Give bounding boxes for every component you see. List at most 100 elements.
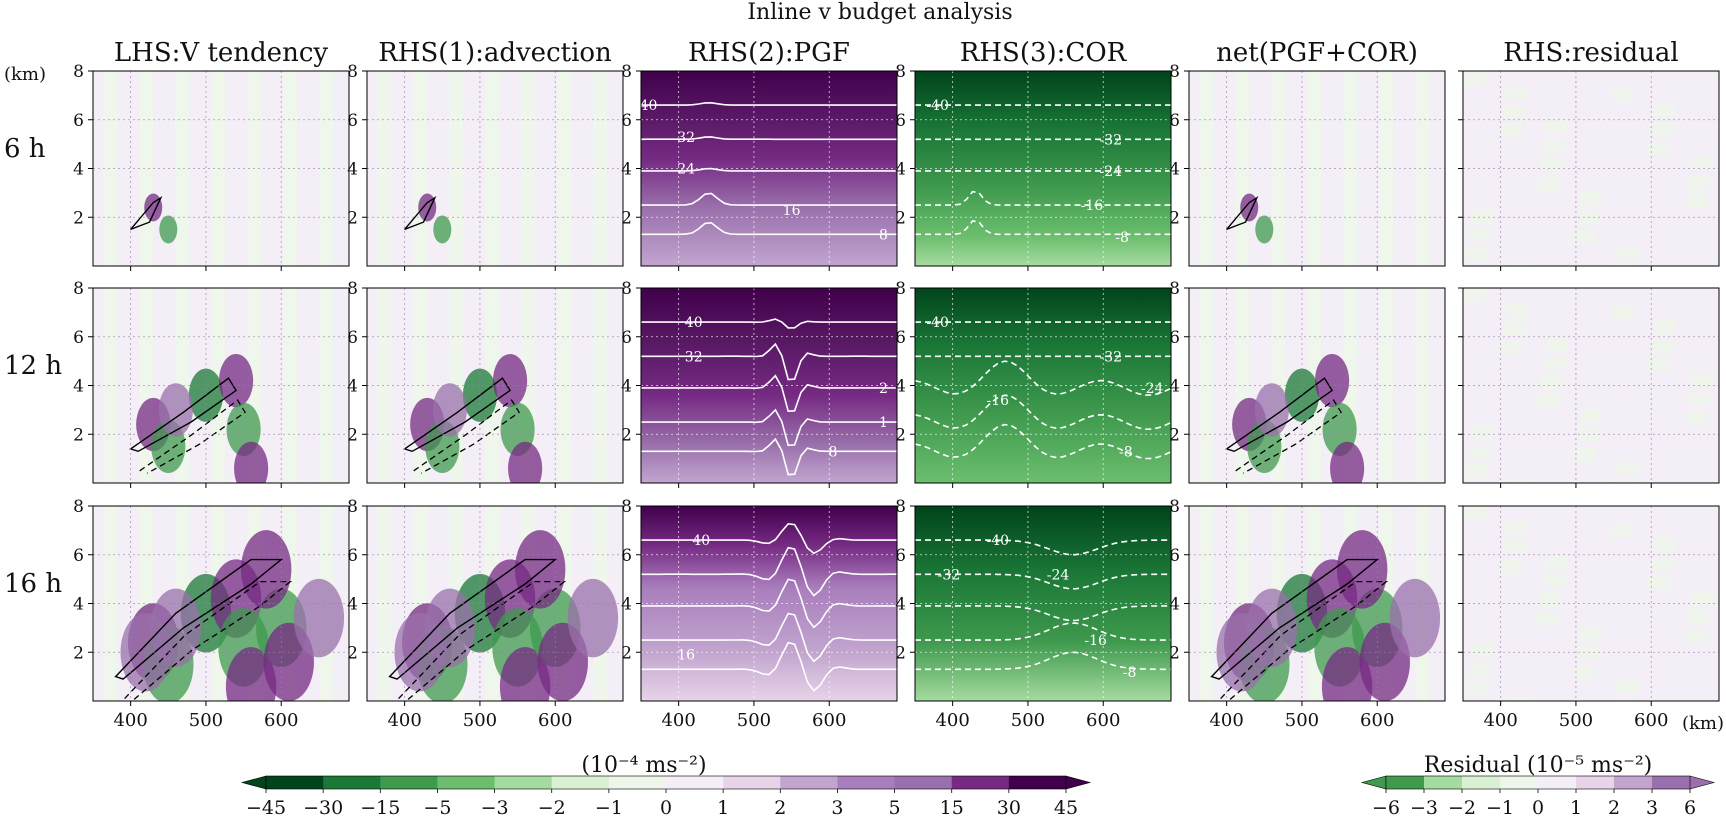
contour-label: 24 <box>677 162 695 178</box>
colorbar-swatch <box>437 776 496 789</box>
residual-patch <box>1648 358 1670 372</box>
panel-field <box>641 506 897 701</box>
residual-patch <box>1574 447 1596 461</box>
column-title: net(PGF+COR) <box>1216 38 1418 68</box>
colorbar-tick-label: 6 <box>1684 797 1696 819</box>
contour-label: 32 <box>685 349 703 365</box>
residual-patch <box>1537 394 1559 408</box>
contour-label: -16 <box>1081 198 1104 214</box>
panel-field <box>641 71 897 266</box>
residual-patch <box>1688 175 1710 189</box>
field-stripe <box>593 288 607 483</box>
y-tick-label: 8 <box>73 279 84 299</box>
anomaly-blob <box>432 383 467 437</box>
y-tick-label: 4 <box>1169 160 1180 180</box>
residual-patch <box>1540 593 1562 607</box>
panel: 8 6 4 2 <box>73 62 350 271</box>
colorbar-swatch <box>1386 776 1425 789</box>
residual-patch <box>1509 262 1531 266</box>
contour-label: 32 <box>677 130 695 146</box>
dashed-contour <box>1220 580 1389 701</box>
x-tick-label: 400 <box>661 710 695 731</box>
anomaly-blob <box>158 383 193 437</box>
y-tick-label: 2 <box>1169 643 1180 663</box>
y-tick-label: 2 <box>347 643 358 663</box>
colorbar-tick-label: −1 <box>1486 797 1514 819</box>
y-tick-label: 2 <box>73 643 84 663</box>
x-tick-label: 500 <box>737 710 771 731</box>
dashed-contour <box>124 580 293 701</box>
contour-label: -40 <box>926 315 949 331</box>
y-tick-label: 2 <box>895 208 906 228</box>
pgf-contour <box>641 374 897 413</box>
residual-patch <box>1503 105 1525 119</box>
colorbar-swatch <box>666 776 724 789</box>
colorbar-tick-label: 2 <box>774 797 786 819</box>
y-tick-label: 6 <box>1169 546 1180 566</box>
residual-patch <box>1580 627 1602 641</box>
y-tick-label: 6 <box>73 328 84 348</box>
field-stripe <box>139 288 153 483</box>
colorbar-tick-label: 15 <box>940 797 964 819</box>
anomaly-blob <box>1330 441 1365 483</box>
solid-contour <box>404 195 437 231</box>
residual-patch <box>1463 71 1485 85</box>
anomaly-blob <box>514 530 566 609</box>
field-stripe <box>1271 71 1285 266</box>
y-tick-label: 4 <box>895 377 906 397</box>
pgf-contour <box>641 192 897 206</box>
colorbar: −6 −3 −2 −1 0 1 2 3 6 Residual (10⁻⁵ ms⁻²) <box>1360 753 1716 819</box>
column-title: LHS:V tendency <box>114 38 328 68</box>
colorbar-swatch <box>1576 776 1615 789</box>
cor-contour <box>915 622 1171 641</box>
cor-contour <box>915 220 1171 236</box>
y-tick-label: 2 <box>1169 208 1180 228</box>
contour-label: 8 <box>879 227 888 243</box>
residual-patch <box>1651 557 1673 571</box>
anomaly-blob <box>1389 578 1441 658</box>
residual-patch <box>1654 103 1676 117</box>
colorbar-swatch <box>837 776 896 789</box>
solid-contour <box>403 377 512 453</box>
x-tick-label: 600 <box>812 710 846 731</box>
field-stripe <box>413 71 427 266</box>
pgf-contour <box>641 578 897 629</box>
colorbar-label: (10⁻⁴ ms⁻²) <box>581 753 706 778</box>
residual-patch <box>1577 428 1599 442</box>
residual-patch <box>1614 481 1636 483</box>
residual-patch <box>1685 629 1707 643</box>
field-stripe <box>413 288 427 483</box>
panel-field <box>1463 506 1719 701</box>
y-tick-label: 2 <box>621 643 632 663</box>
residual-patch <box>1537 612 1559 626</box>
residual-patch <box>1611 523 1633 537</box>
y-tick-label: 8 <box>1169 62 1180 82</box>
residual-patch <box>1651 339 1673 353</box>
y-tick-label: 4 <box>73 377 84 397</box>
anomaly-blob <box>159 215 178 244</box>
panel-field <box>915 506 1171 701</box>
colorbar-tick-label: −3 <box>481 797 509 819</box>
pgf-contour <box>641 408 897 447</box>
colorbar-tick-label: 1 <box>717 797 729 819</box>
anomaly-blob <box>218 354 254 408</box>
colorbar-tick-label: 45 <box>1054 797 1078 819</box>
residual-patch <box>1543 574 1565 588</box>
panel-field <box>93 506 349 701</box>
y-tick-label: 8 <box>73 62 84 82</box>
residual-patch <box>1580 192 1602 206</box>
y-tick-label: 4 <box>347 160 358 180</box>
y-tick-label: 2 <box>895 643 906 663</box>
contour-label: -40 <box>926 98 949 114</box>
panel: 40 32 24 16 8 8 6 4 2 <box>621 62 898 271</box>
contour-label: 1 <box>879 415 888 431</box>
solid-contour <box>129 377 238 453</box>
x-tick-label: 500 <box>1559 710 1593 731</box>
y-tick-label: 6 <box>895 328 906 348</box>
residual-patch <box>1685 411 1707 425</box>
field-stripe <box>593 71 607 266</box>
y-tick-label: 6 <box>895 546 906 566</box>
panel: 40 16 8 6 4 2 400 500 600 <box>621 497 898 731</box>
anomaly-blob <box>234 441 269 483</box>
pgf-contour <box>641 546 897 597</box>
